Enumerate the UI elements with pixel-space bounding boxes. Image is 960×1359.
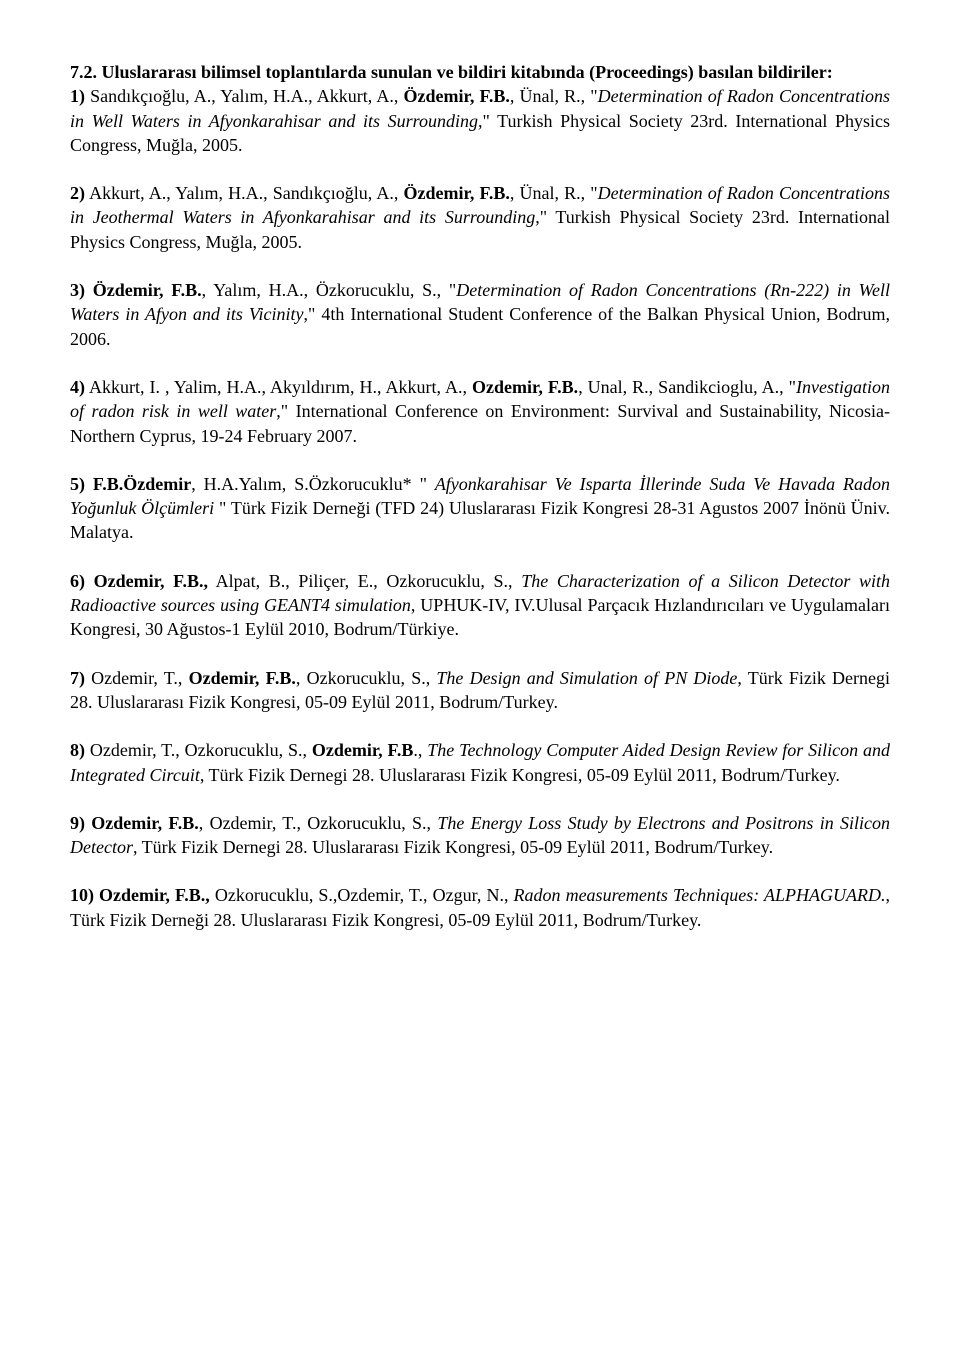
text-run: Ozdemir, F.B.: [472, 377, 578, 397]
text-run: Ozdemir, T.,: [85, 668, 189, 688]
text-run: Özdemir, F.B.: [404, 183, 510, 203]
publication-entry: 6) Ozdemir, F.B., Alpat, B., Piliçer, E.…: [70, 569, 890, 642]
text-run: 8): [70, 740, 85, 760]
text-run: 9) Ozdemir, F.B.: [70, 813, 199, 833]
text-run: Radon measurements Techniques: ALPHAGUAR…: [514, 885, 886, 905]
text-run: 2): [70, 183, 85, 203]
text-run: 10) Ozdemir, F.B.,: [70, 885, 210, 905]
text-run: , Unal, R., Sandikcioglu, A., ": [578, 377, 796, 397]
text-run: 5) F.B.Özdemir: [70, 474, 191, 494]
text-run: , Ünal, R., ": [510, 86, 598, 106]
text-run: , Türk Fizik Dernegi 28. Uluslararası Fi…: [200, 765, 840, 785]
text-run: , Ünal, R., ": [510, 183, 598, 203]
text-run: , Ozkorucuklu, S.,: [296, 668, 436, 688]
text-run: Özdemir, F.B.: [404, 86, 510, 106]
publication-entry: 8) Ozdemir, T., Ozkorucuklu, S., Ozdemir…: [70, 738, 890, 787]
publication-entry: 4) Akkurt, I. , Yalim, H.A., Akyıldırım,…: [70, 375, 890, 448]
text-run: 4): [70, 377, 85, 397]
text-run: Ozdemir, F.B.: [189, 668, 296, 688]
text-run: Akkurt, A., Yalım, H.A., Sandıkçıoğlu, A…: [85, 183, 404, 203]
section-heading: 7.2. Uluslararası bilimsel toplantılarda…: [70, 60, 890, 84]
text-run: Ozdemir, T., Ozkorucuklu, S.,: [85, 740, 312, 760]
publication-entry: 9) Ozdemir, F.B., Ozdemir, T., Ozkorucuk…: [70, 811, 890, 860]
text-run: , Türk Fizik Dernegi 28. Uluslararası Fi…: [133, 837, 773, 857]
text-run: 3) Özdemir, F.B.: [70, 280, 202, 300]
text-run: 7): [70, 668, 85, 688]
publication-list: 1) Sandıkçıoğlu, A., Yalım, H.A., Akkurt…: [70, 84, 890, 932]
publication-entry: 5) F.B.Özdemir, H.A.Yalım, S.Özkorucuklu…: [70, 472, 890, 545]
text-run: Ozdemir, F.B: [312, 740, 414, 760]
text-run: Akkurt, I. , Yalim, H.A., Akyıldırım, H.…: [85, 377, 472, 397]
text-run: The Design and Simulation of PN Diode: [436, 668, 737, 688]
text-run: , Ozdemir, T., Ozkorucuklu, S.,: [199, 813, 438, 833]
text-run: Alpat, B., Piliçer, E., Ozkorucuklu, S.,: [208, 571, 521, 591]
text-run: .,: [413, 740, 427, 760]
text-run: , Yalım, H.A., Özkorucuklu, S., ": [202, 280, 457, 300]
publication-entry: 3) Özdemir, F.B., Yalım, H.A., Özkorucuk…: [70, 278, 890, 351]
text-run: Sandıkçıoğlu, A., Yalım, H.A., Akkurt, A…: [90, 86, 403, 106]
publication-entry: 1) Sandıkçıoğlu, A., Yalım, H.A., Akkurt…: [70, 84, 890, 157]
text-run: 1): [70, 86, 90, 106]
publication-entry: 7) Ozdemir, T., Ozdemir, F.B., Ozkorucuk…: [70, 666, 890, 715]
text-run: 6) Ozdemir, F.B.,: [70, 571, 208, 591]
publication-entry: 10) Ozdemir, F.B., Ozkorucuklu, S.,Ozdem…: [70, 883, 890, 932]
text-run: Ozkorucuklu, S.,Ozdemir, T., Ozgur, N.,: [210, 885, 514, 905]
publication-entry: 2) Akkurt, A., Yalım, H.A., Sandıkçıoğlu…: [70, 181, 890, 254]
text-run: , H.A.Yalım, S.Özkorucuklu* ": [191, 474, 435, 494]
